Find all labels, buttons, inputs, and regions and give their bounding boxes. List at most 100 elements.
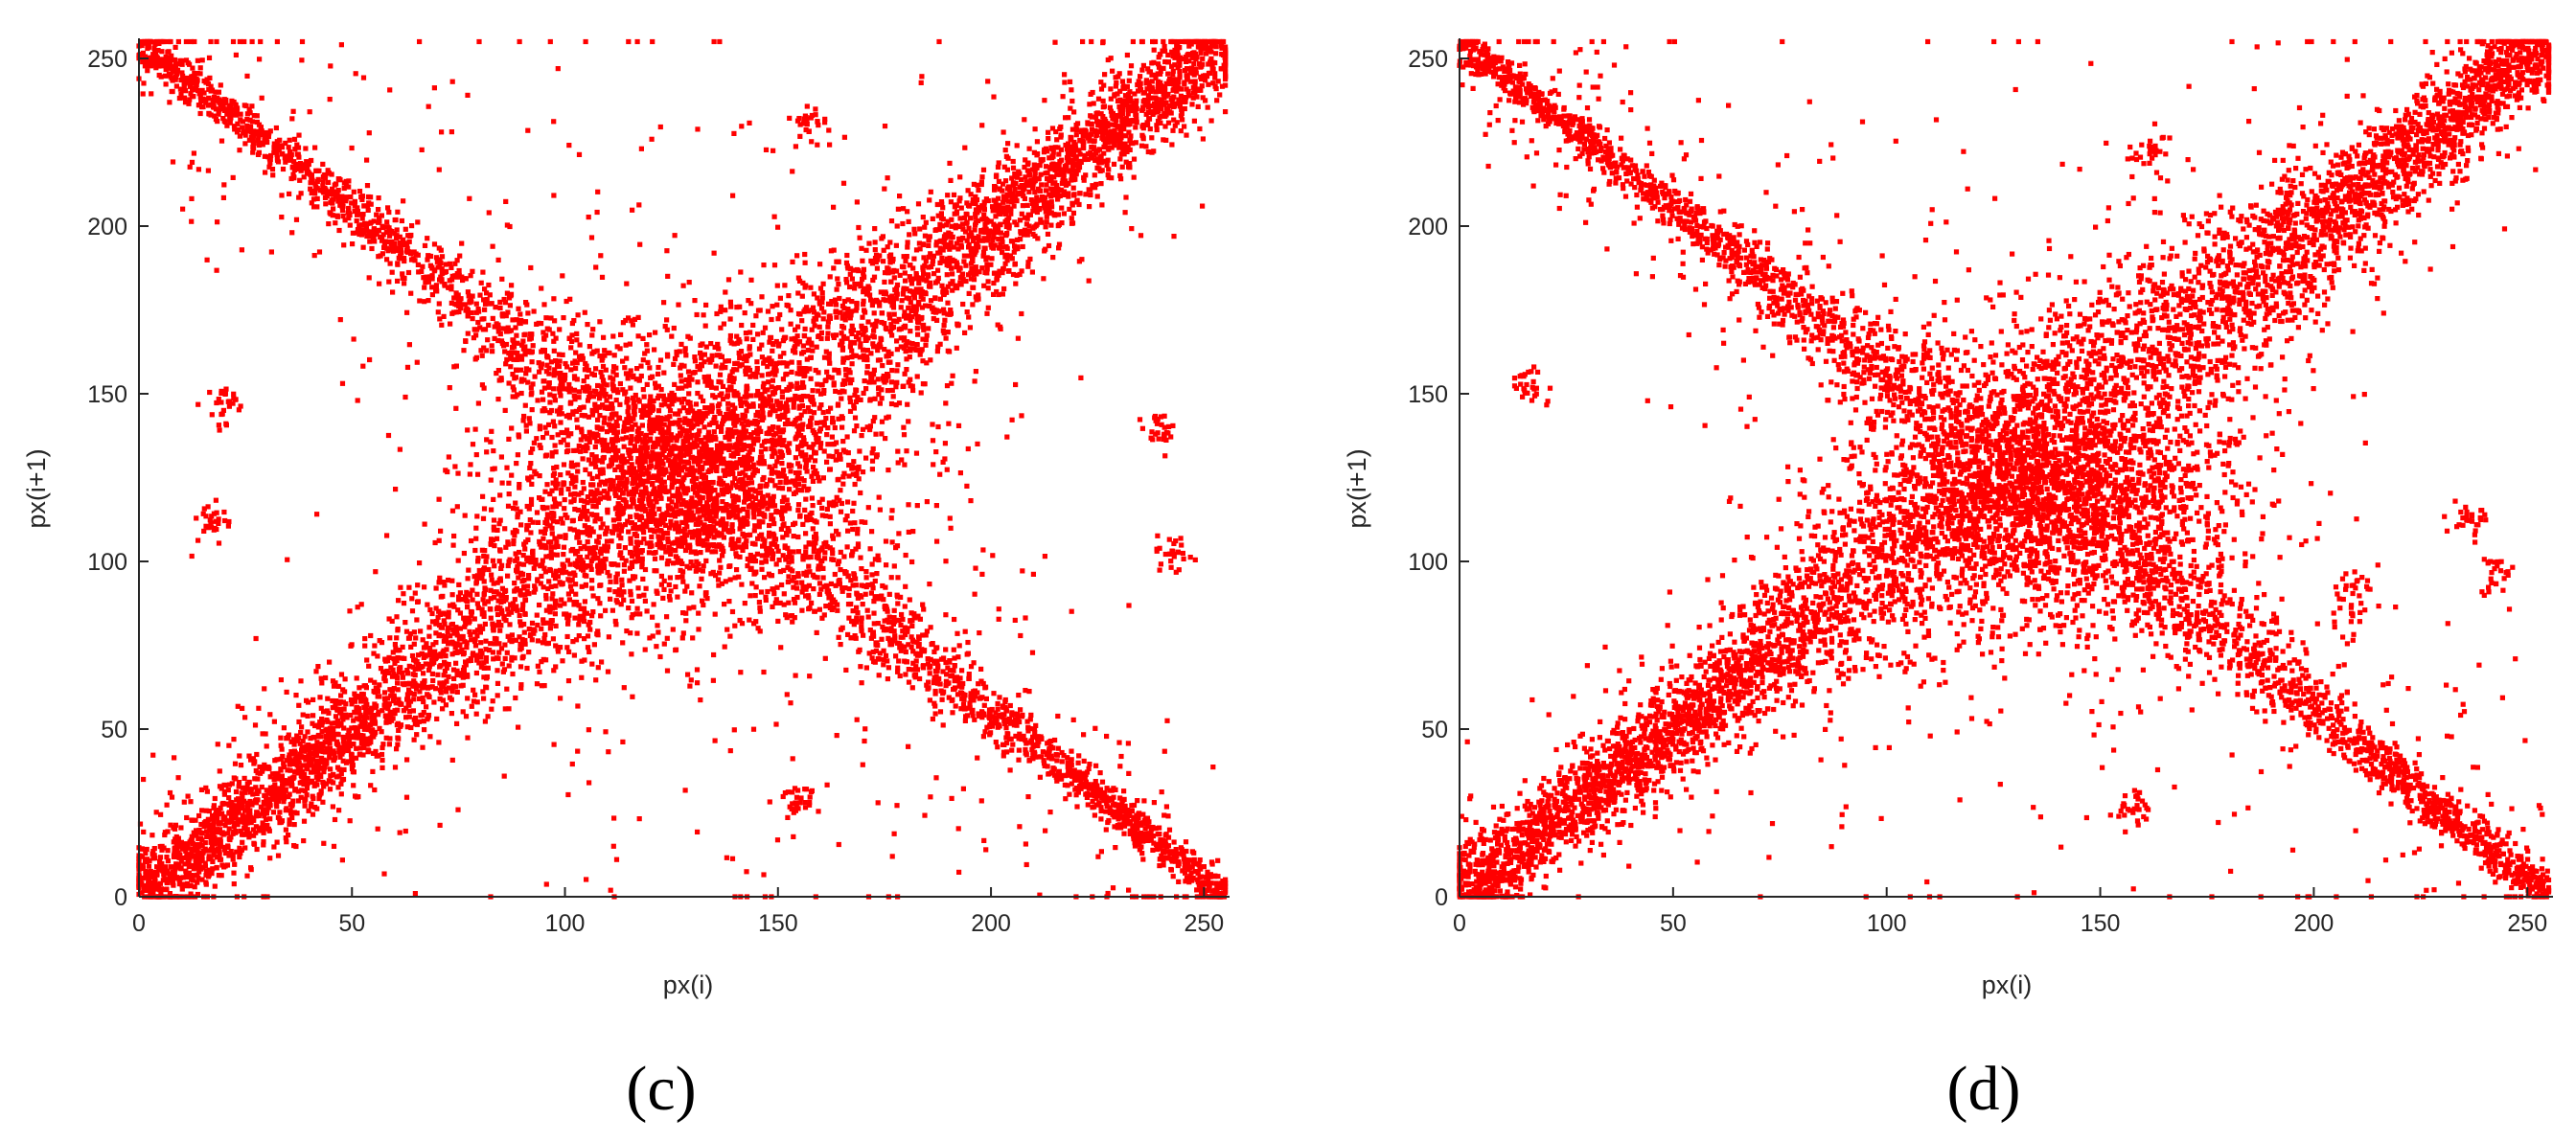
scatter-point (787, 450, 792, 455)
scatter-point (566, 591, 571, 596)
scatter-point (850, 277, 855, 282)
scatter-point (347, 608, 352, 613)
scatter-point (1127, 165, 1132, 170)
scatter-point (1153, 96, 1158, 101)
scatter-point (472, 693, 477, 697)
scatter-point (1095, 194, 1100, 198)
scatter-point (924, 279, 929, 284)
scatter-point (230, 803, 235, 808)
scatter-point (927, 238, 932, 242)
scatter-point (295, 763, 300, 767)
scatter-point (1133, 125, 1138, 129)
scatter-point (1016, 170, 1021, 174)
scatter-point (1012, 204, 1017, 209)
scatter-point (550, 591, 555, 596)
scatter-point (558, 535, 563, 539)
scatter-point (1003, 262, 1008, 266)
scatter-point (510, 672, 515, 676)
scatter-point (1155, 127, 1160, 132)
scatter-point (1120, 79, 1125, 83)
scatter-point (938, 297, 943, 302)
scatter-point (395, 736, 400, 741)
scatter-point (629, 541, 633, 546)
scatter-point (714, 386, 719, 391)
scatter-point (926, 274, 931, 279)
scatter-point (976, 292, 980, 297)
scatter-point (471, 688, 475, 693)
scatter-point (974, 220, 978, 225)
scatter-point (553, 664, 558, 669)
scatter-point (672, 382, 677, 387)
scatter-point (661, 587, 666, 592)
scatter-point (213, 796, 218, 801)
scatter-point (1101, 99, 1106, 103)
scatter-point (1110, 123, 1115, 127)
scatter-point (1217, 92, 1222, 97)
scatter-point (826, 409, 831, 414)
scatter-point (582, 619, 586, 624)
scatter-point (952, 193, 956, 197)
scatter-point (406, 681, 411, 686)
scatter-point (1127, 79, 1132, 83)
scatter-point (237, 753, 242, 758)
scatter-point (474, 652, 479, 657)
scatter-point (1126, 118, 1131, 123)
scatter-point (276, 854, 281, 858)
scatter-point (997, 179, 1001, 184)
scatter-point (245, 807, 250, 811)
scatter-point (241, 786, 245, 790)
scatter-point (1028, 213, 1033, 217)
scatter-point (457, 636, 462, 641)
scatter-point (1093, 150, 1098, 155)
scatter-point (789, 370, 794, 375)
scatter-point (859, 246, 863, 251)
scatter-point (526, 650, 531, 654)
scatter-point (272, 719, 277, 724)
scatter-point (1070, 202, 1075, 207)
scatter-point (757, 524, 762, 529)
scatter-point (671, 627, 676, 631)
scatter-point (843, 277, 848, 282)
scatter-point (779, 327, 784, 331)
scatter-point (1127, 138, 1132, 143)
scatter-point (873, 397, 878, 401)
scatter-point (1144, 86, 1149, 91)
scatter-point (271, 844, 276, 849)
scatter-point (376, 710, 380, 715)
scatter-point (284, 839, 288, 844)
scatter-point (1048, 223, 1053, 228)
scatter-point (395, 680, 400, 685)
scatter-point (814, 317, 818, 322)
scatter-point (912, 231, 917, 236)
scatter-point (305, 729, 310, 734)
scatter-point (1044, 171, 1048, 175)
scatter-point (612, 353, 617, 357)
scatter-point (977, 238, 981, 242)
scatter-point (519, 646, 524, 651)
scatter-point (618, 550, 623, 555)
scatter-point (815, 421, 819, 425)
scatter-point (941, 308, 946, 312)
scatter-point (871, 329, 876, 333)
scatter-point (876, 392, 881, 397)
scatter-point (464, 616, 469, 621)
scatter-point (921, 323, 926, 328)
scatter-point (949, 199, 954, 204)
scatter-point (577, 540, 582, 545)
scatter-point (319, 742, 324, 746)
scatter-point (814, 368, 818, 373)
scatter-point (1011, 166, 1016, 171)
scatter-point (952, 244, 956, 249)
scatter-point (1118, 176, 1123, 181)
scatter-point (905, 209, 909, 214)
scatter-point (622, 562, 627, 567)
scatter-point (244, 829, 249, 834)
scatter-point (317, 695, 322, 699)
scatter-point (822, 355, 827, 360)
scatter-point (288, 792, 292, 797)
scatter-point (429, 611, 434, 616)
scatter-point (653, 331, 657, 335)
scatter-point (921, 297, 926, 302)
scatter-point (867, 379, 872, 384)
scatter-point (278, 736, 283, 741)
